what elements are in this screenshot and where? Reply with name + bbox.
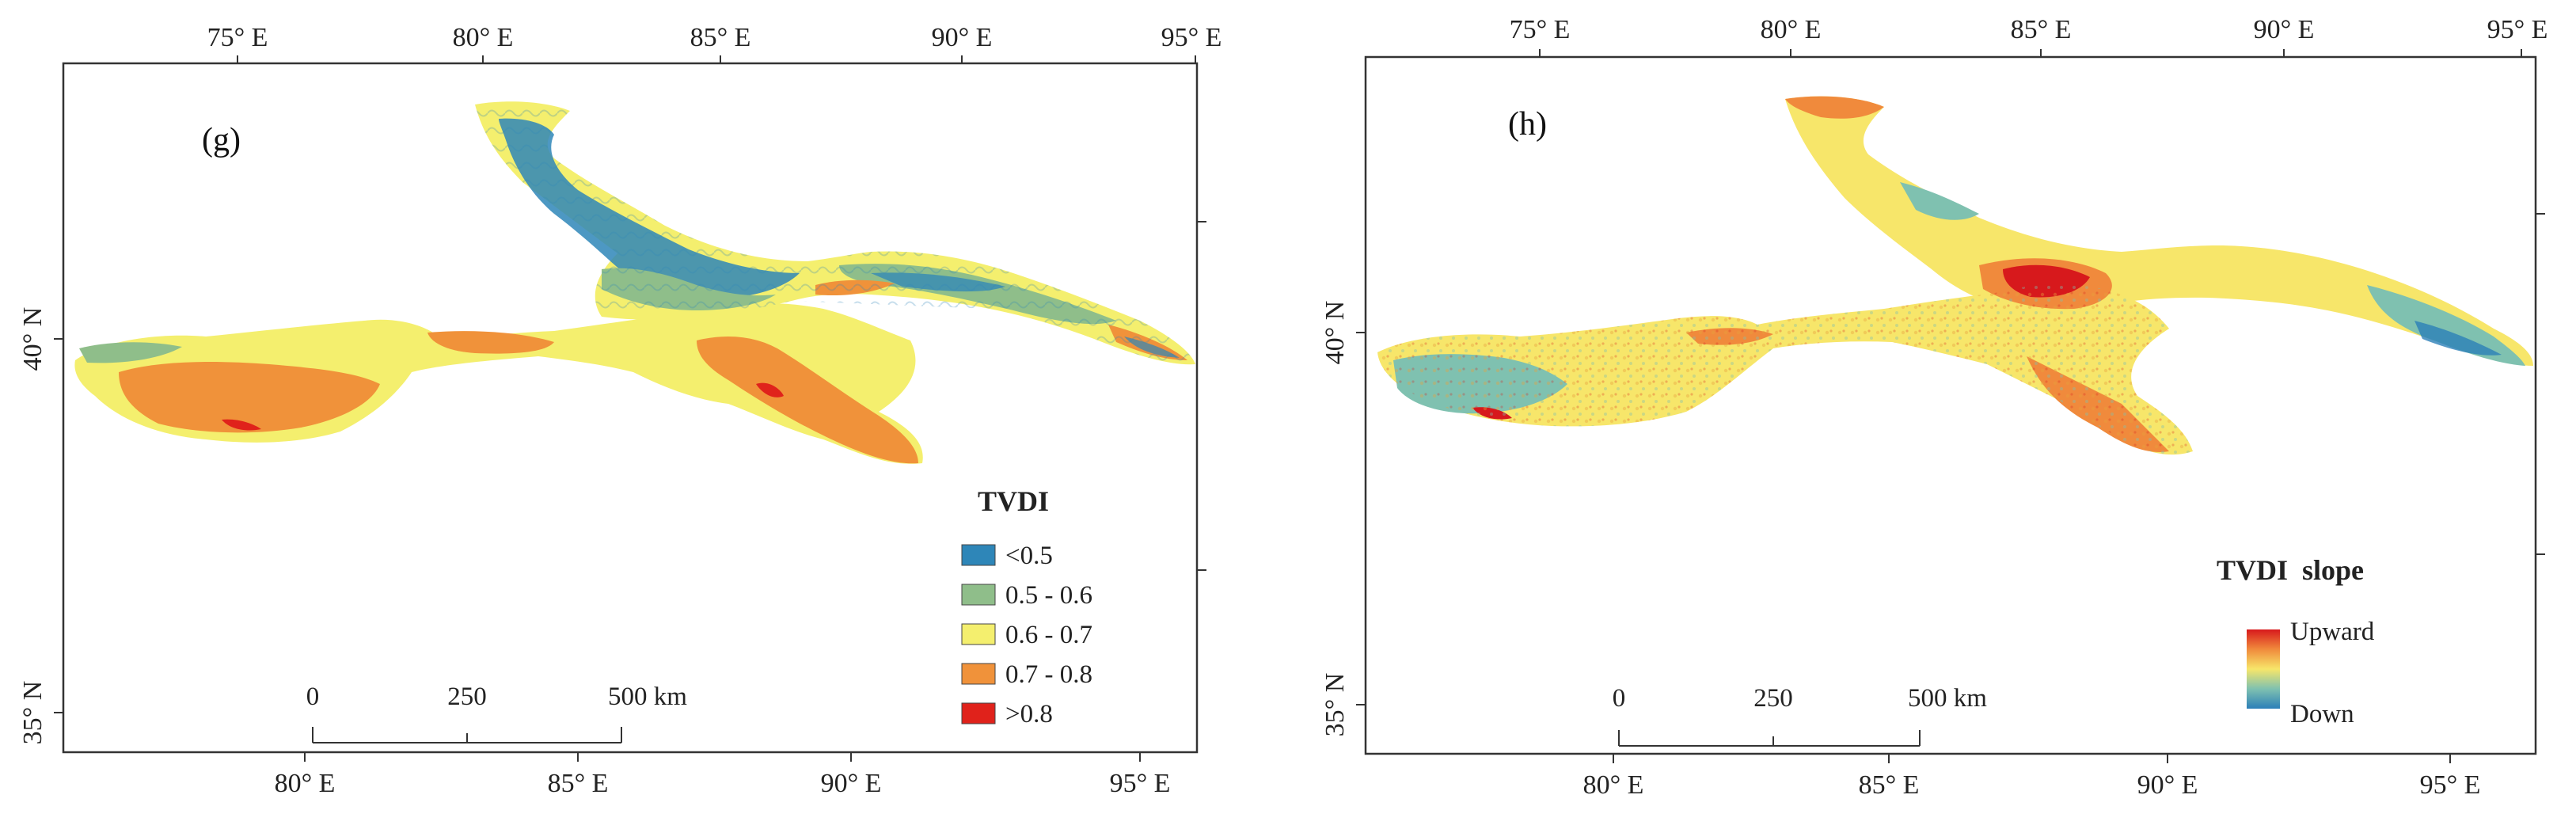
scale-label: 500 km <box>1908 684 1987 713</box>
scale-bar-h: 0 250 500 km <box>1613 684 1987 747</box>
bottom-ticks-h: 80° E 85° E 90° E 95° E <box>1583 754 2481 800</box>
legend-title-h: TVDI slope <box>2217 554 2364 586</box>
left-tick-label: 40° N <box>1320 301 1350 365</box>
legend-label: 0.5 - 0.6 <box>1005 581 1092 610</box>
bottom-ticks-g: 80° E 85° E 90° E 95° E <box>275 752 1171 798</box>
top-tick-label: 90° E <box>932 23 993 52</box>
top-tick-label: 90° E <box>2254 15 2315 44</box>
top-tick-label: 75° E <box>1510 15 1571 44</box>
panel-label-g: (g) <box>202 122 241 158</box>
panel-label-h: (h) <box>1508 106 1547 143</box>
panel-g: 75° E 80° E 85° E 90° E 95° E 80° E 85° … <box>18 23 1222 798</box>
left-tick-label: 40° N <box>18 307 47 371</box>
bottom-tick-label: 80° E <box>1583 770 1644 800</box>
top-tick-label: 95° E <box>1161 23 1222 52</box>
top-tick-label: 85° E <box>2011 15 2072 44</box>
legend-swatch <box>961 623 996 645</box>
bottom-tick-label: 85° E <box>1859 770 1920 800</box>
top-tick-label: 85° E <box>690 23 751 52</box>
legend-low-label: Down <box>2290 700 2354 728</box>
legend-item: >0.8 <box>961 700 1053 728</box>
legend-color-ramp <box>2247 629 2280 709</box>
left-tick-label: 35° N <box>1320 673 1350 737</box>
legend-h: TVDI slope Upward Down <box>2217 554 2375 728</box>
legend-high-label: Upward <box>2290 618 2375 646</box>
legend-title-g: TVDI <box>978 485 1049 517</box>
tvdi-map-g <box>74 101 1195 464</box>
legend-swatch <box>961 702 996 724</box>
scale-label: 250 <box>447 683 487 711</box>
scale-label: 500 km <box>608 683 687 711</box>
legend-label: >0.8 <box>1005 700 1053 728</box>
left-ticks-g: 40° N 35° N <box>18 221 1206 745</box>
scale-label: 0 <box>306 683 320 711</box>
top-ticks-h: 75° E 80° E 85° E 90° E 95° E <box>1510 15 2548 57</box>
legend-swatch <box>961 544 996 566</box>
top-tick-label: 80° E <box>453 23 514 52</box>
legend-item: 0.6 - 0.7 <box>961 621 1092 649</box>
scale-label: 250 <box>1753 684 1793 713</box>
top-tick-label: 95° E <box>2487 15 2548 44</box>
tvdi-slope-map-h <box>1377 96 2533 455</box>
scale-bar-g: 0 250 500 km <box>306 683 687 743</box>
legend-label: 0.6 - 0.7 <box>1005 621 1092 649</box>
legend-label: <0.5 <box>1005 542 1053 570</box>
legend-g: TVDI <0.5 0.5 - 0.6 0.6 - 0.7 0.7 - 0.8 … <box>961 485 1092 728</box>
top-tick-label: 80° E <box>1761 15 1822 44</box>
legend-label: 0.7 - 0.8 <box>1005 660 1092 689</box>
bottom-tick-label: 95° E <box>1110 769 1171 798</box>
bottom-tick-label: 95° E <box>2420 770 2481 800</box>
bottom-tick-label: 85° E <box>548 769 609 798</box>
top-tick-label: 75° E <box>207 23 268 52</box>
legend-item: 0.7 - 0.8 <box>961 660 1092 689</box>
legend-swatch <box>961 584 996 606</box>
bottom-tick-label: 80° E <box>275 769 336 798</box>
legend-item: <0.5 <box>961 542 1053 570</box>
left-tick-label: 35° N <box>18 681 47 745</box>
panel-h: 75° E 80° E 85° E 90° E 95° E 80° E 85° … <box>1320 15 2548 800</box>
bottom-tick-label: 90° E <box>2137 770 2198 800</box>
scale-label: 0 <box>1613 684 1626 713</box>
legend-swatch <box>961 663 996 685</box>
left-ticks-h: 40° N 35° N <box>1320 213 2545 737</box>
top-ticks-g: 75° E 80° E 85° E 90° E 95° E <box>207 23 1222 63</box>
bottom-tick-label: 90° E <box>821 769 882 798</box>
legend-item: 0.5 - 0.6 <box>961 581 1092 610</box>
